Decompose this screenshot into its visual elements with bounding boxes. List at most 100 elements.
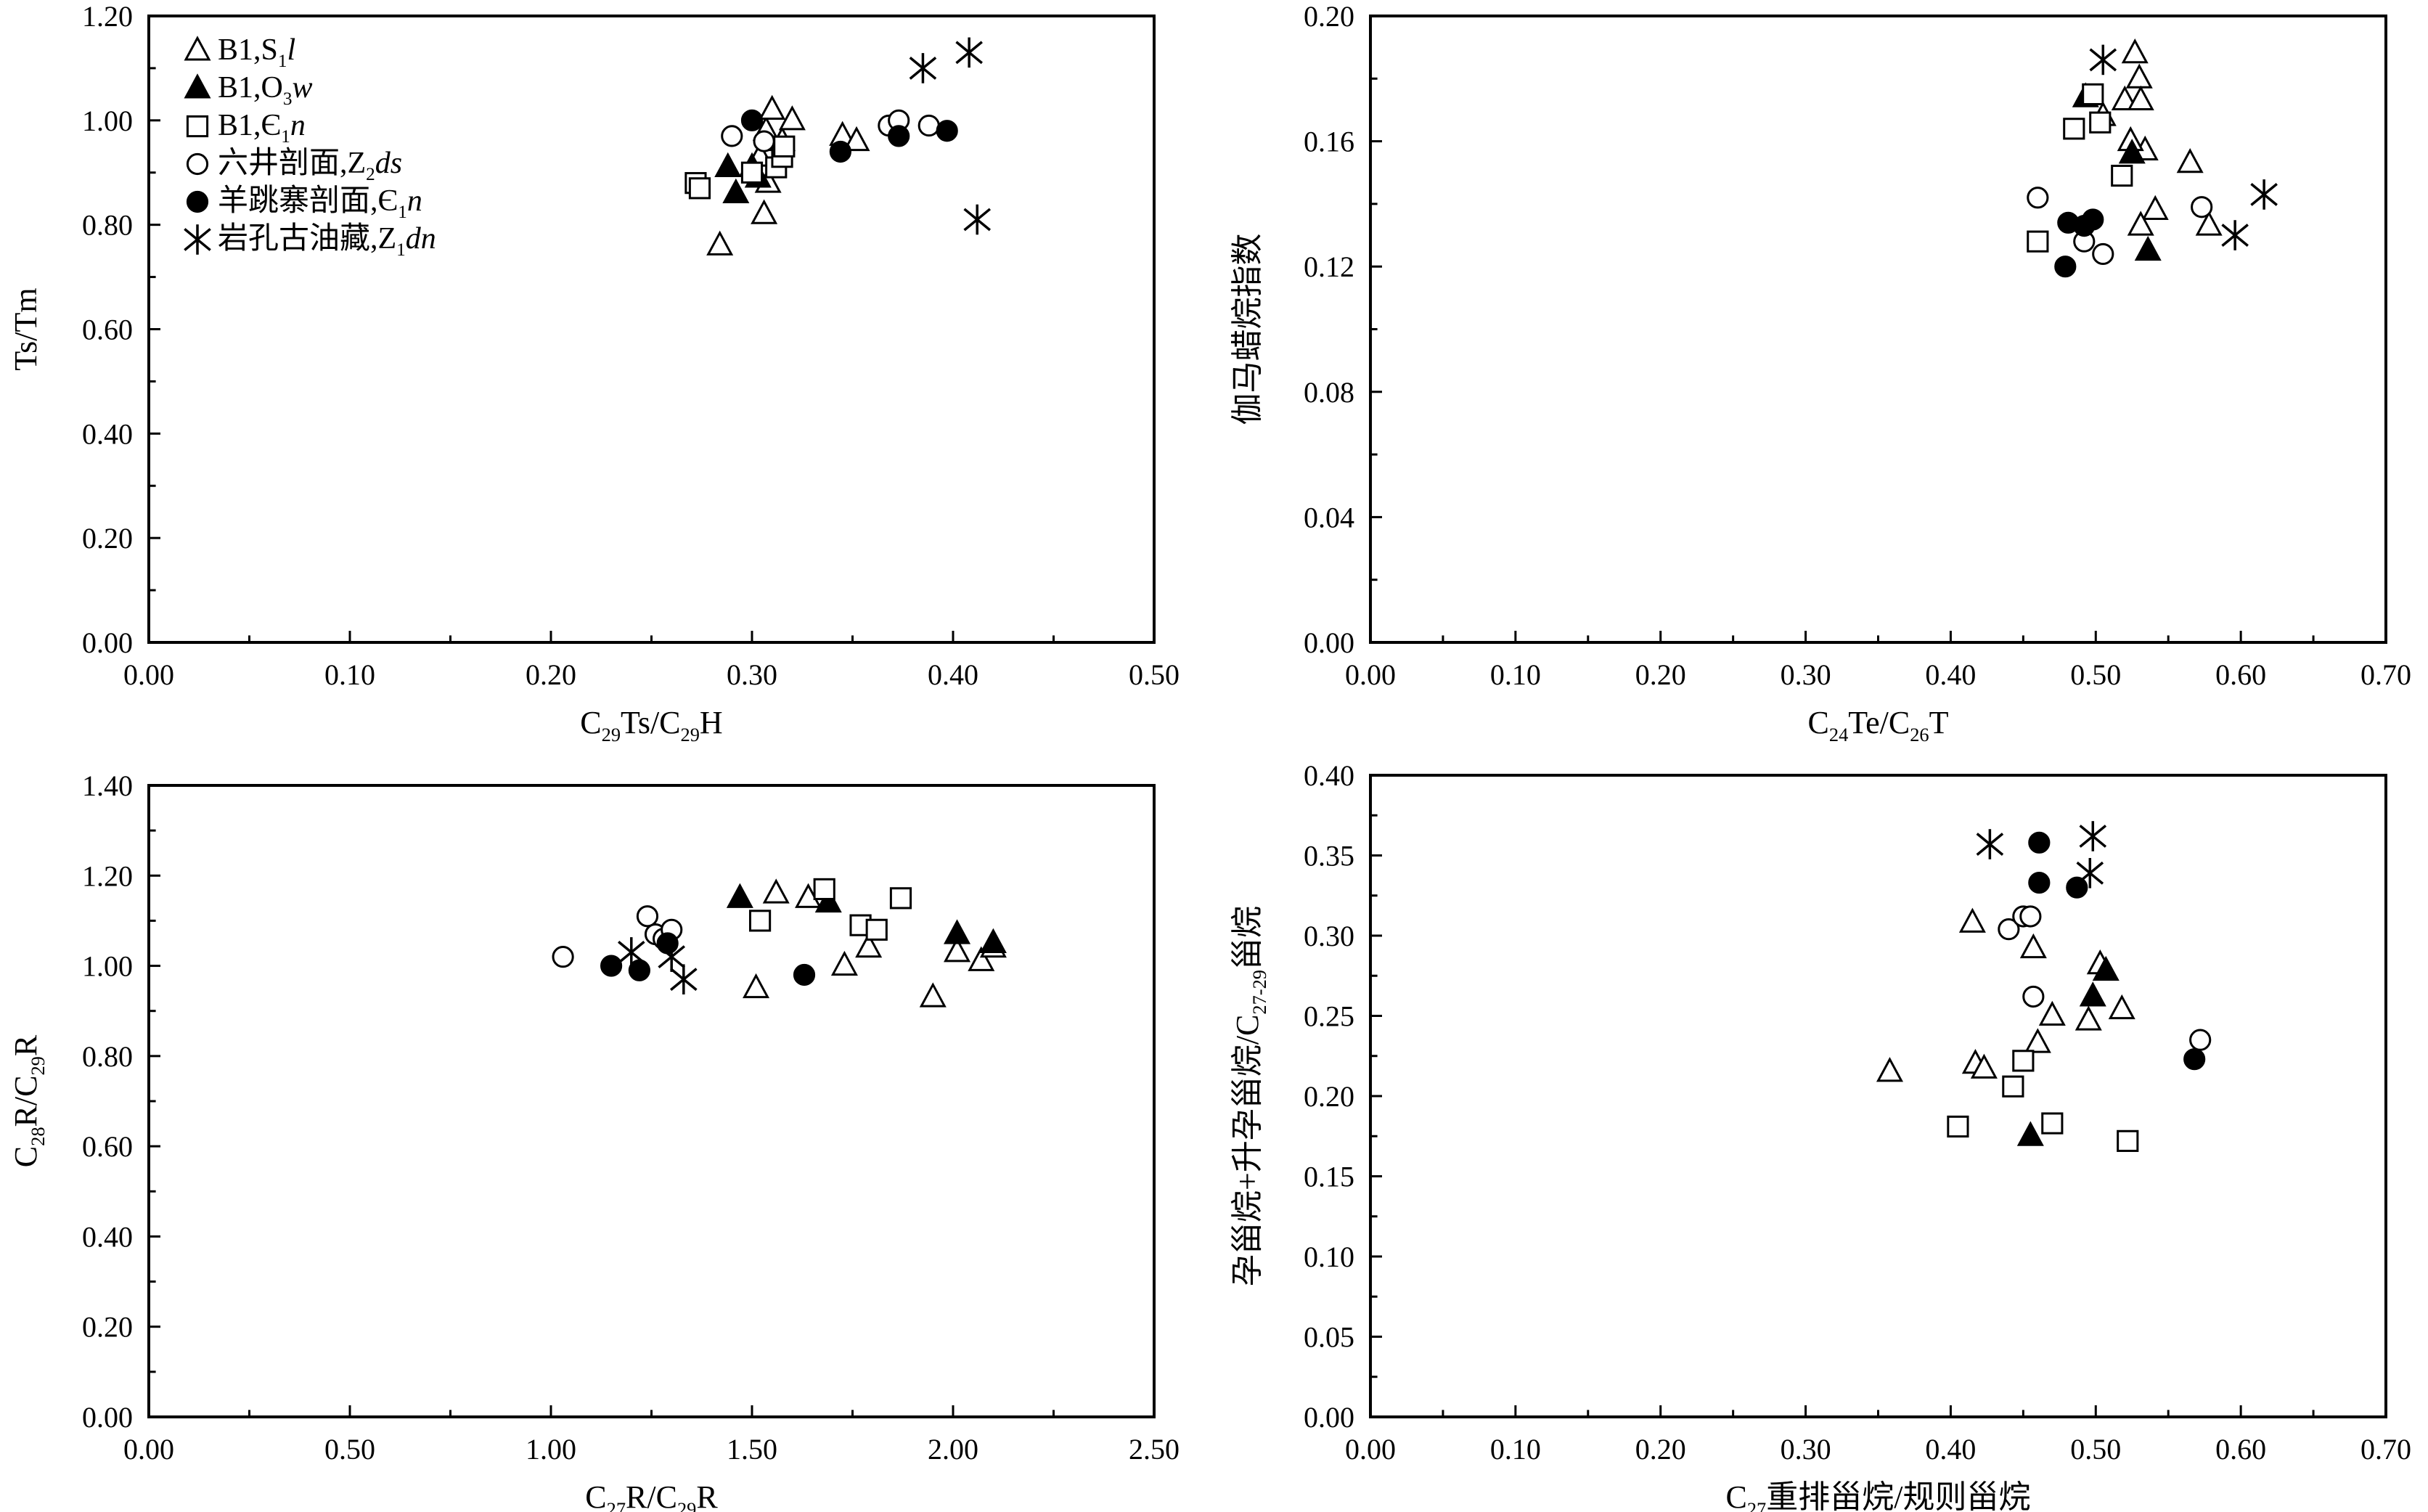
x-tick-label: 0.20 bbox=[1635, 658, 1686, 691]
x-tick-label: 0.50 bbox=[2070, 658, 2121, 691]
data-point-open-circle bbox=[2027, 187, 2049, 209]
data-point-open-triangle bbox=[706, 230, 734, 256]
x-tick-label: 0.00 bbox=[123, 1433, 174, 1466]
y-tick-label: 0.80 bbox=[82, 1040, 133, 1073]
data-point-open-triangle bbox=[2127, 211, 2154, 236]
legend-label: 羊跳寨剖面,Є1n bbox=[218, 184, 422, 222]
data-point-open-circle bbox=[636, 905, 659, 928]
legend-item: 六井剖面,Z2ds bbox=[186, 147, 402, 184]
y-axis-label: 伽马蜡烷指数 bbox=[1230, 234, 1265, 425]
x-tick-label: 0.50 bbox=[1129, 658, 1180, 691]
data-point-open-circle bbox=[2022, 985, 2045, 1008]
y-tick-label: 1.00 bbox=[82, 105, 133, 137]
data-point-open-square bbox=[889, 887, 912, 910]
chart-panel-pregnane: 0.00 0.10 0.20 0.30 0.40 0.50 0.60 0.70 0.00 0.05… bbox=[1230, 759, 2411, 1512]
data-point-asterisk bbox=[2076, 858, 2104, 888]
y-tick-label: 0.20 bbox=[82, 1311, 133, 1344]
plot-frame bbox=[1369, 15, 2387, 644]
data-point-open-triangle bbox=[778, 105, 806, 131]
y-axis-label: C28R/C29R bbox=[8, 1034, 49, 1167]
data-point-open-triangle bbox=[2108, 994, 2135, 1020]
x-tick-label: 0.00 bbox=[1345, 1433, 1396, 1466]
x-tick-label: 2.00 bbox=[928, 1433, 978, 1466]
data-point-open-circle bbox=[917, 114, 940, 137]
plot-frame bbox=[147, 784, 1156, 1418]
data-point-asterisk bbox=[2250, 179, 2278, 210]
data-point-open-triangle bbox=[2075, 1005, 2102, 1031]
plot-frame bbox=[1369, 774, 2387, 1418]
data-point-open-triangle bbox=[743, 973, 770, 999]
x-tick-label: 0.40 bbox=[1925, 1433, 1976, 1466]
data-point-filled-circle bbox=[829, 140, 851, 163]
data-point-filled-circle bbox=[2054, 256, 2077, 278]
legend-marker-asterisk bbox=[184, 224, 211, 255]
y-tick-label: 0.00 bbox=[1304, 626, 1354, 659]
data-point-filled-triangle bbox=[722, 178, 750, 204]
x-tick-label: 0.40 bbox=[928, 658, 978, 691]
data-point-open-square bbox=[2012, 1050, 2035, 1072]
legend-marker-open-triangle bbox=[184, 36, 211, 61]
x-tick-label: 0.60 bbox=[2215, 1433, 2266, 1466]
x-tick-label: 1.50 bbox=[727, 1433, 777, 1466]
legend-label: 六井剖面,Z2ds bbox=[218, 147, 402, 184]
data-point-filled-circle bbox=[740, 109, 764, 131]
data-point-open-circle bbox=[552, 946, 574, 968]
x-tick-label: 0.20 bbox=[526, 658, 576, 691]
data-point-filled-circle bbox=[600, 955, 623, 977]
x-tick-label: 0.00 bbox=[1345, 658, 1396, 691]
chart-panel-gammacerane: 0.00 0.10 0.20 0.30 0.40 0.50 0.60 0.70 0.00 0.04… bbox=[1230, 0, 2411, 745]
data-point-filled-triangle bbox=[2079, 981, 2106, 1007]
y-tick-label: 0.16 bbox=[1304, 126, 1354, 158]
x-tick-label: 0.30 bbox=[1781, 658, 1831, 691]
legend-marker-open-circle bbox=[186, 152, 209, 176]
x-tick-label: 0.50 bbox=[324, 1433, 375, 1466]
data-point-open-circle bbox=[2019, 905, 2042, 928]
data-point-filled-circle bbox=[2082, 208, 2104, 231]
data-point-asterisk bbox=[618, 937, 645, 968]
y-tick-label: 0.30 bbox=[1304, 920, 1354, 952]
data-point-open-square bbox=[2117, 1129, 2139, 1152]
data-point-asterisk bbox=[1976, 829, 2004, 859]
data-point-open-triangle bbox=[2024, 1028, 2051, 1053]
x-tick-label: 0.10 bbox=[1490, 658, 1541, 691]
data-point-filled-circle bbox=[936, 120, 958, 142]
y-tick-label: 0.60 bbox=[82, 1130, 133, 1163]
data-point-open-triangle bbox=[1970, 1053, 1998, 1079]
data-point-open-triangle bbox=[2019, 933, 2047, 959]
legend-item: 羊跳寨剖面,Є1n bbox=[186, 184, 422, 222]
x-tick-label: 0.70 bbox=[2360, 1433, 2411, 1466]
data-point-open-circle bbox=[2092, 242, 2114, 266]
data-point-open-triangle bbox=[762, 878, 790, 904]
legend: B1,S1lB1,O3wB1,Є1n六井剖面,Z2ds羊跳寨剖面,Є1n岩孔古油… bbox=[184, 33, 436, 260]
data-point-open-square bbox=[2082, 83, 2104, 105]
data-point-filled-circle bbox=[2183, 1048, 2206, 1071]
chart-panel-c28r-c29r: 0.00 0.50 1.00 1.50 2.00 2.50 0.00 0.20 0.40 0.60… bbox=[8, 769, 1180, 1512]
y-tick-label: 0.04 bbox=[1304, 501, 1354, 534]
data-point-open-triangle bbox=[944, 937, 971, 963]
chart-panel-ts-tm: 0.00 0.10 0.20 0.30 0.40 0.50 0.00 0.20 0.40 0.60… bbox=[8, 0, 1180, 745]
legend-label: B1,S1l bbox=[218, 33, 295, 71]
y-tick-label: 0.20 bbox=[1304, 0, 1354, 33]
y-tick-label: 0.00 bbox=[82, 1401, 133, 1434]
data-point-open-triangle bbox=[2141, 195, 2169, 221]
data-point-filled-triangle bbox=[714, 152, 742, 178]
x-tick-label: 0.20 bbox=[1635, 1433, 1686, 1466]
x-tick-label: 2.50 bbox=[1129, 1433, 1180, 1466]
legend-label: B1,O3w bbox=[218, 71, 312, 109]
data-point-open-triangle bbox=[919, 982, 947, 1008]
y-axis-label: Ts/Tm bbox=[8, 287, 44, 370]
legend-marker-filled-circle bbox=[186, 190, 209, 213]
x-tick-label: 0.70 bbox=[2360, 658, 2411, 691]
legend-label: B1,Є1n bbox=[218, 109, 306, 147]
data-point-filled-triangle bbox=[2118, 139, 2146, 164]
data-point-open-triangle bbox=[843, 126, 870, 152]
y-tick-label: 1.20 bbox=[82, 859, 133, 892]
y-tick-label: 1.00 bbox=[82, 950, 133, 983]
x-tick-label: 0.40 bbox=[1925, 658, 1976, 691]
legend-marker-filled-triangle bbox=[184, 73, 211, 99]
y-tick-label: 0.20 bbox=[82, 522, 133, 555]
data-point-filled-circle bbox=[888, 125, 910, 147]
data-point-open-square bbox=[2089, 111, 2112, 134]
data-point-open-square bbox=[748, 910, 772, 932]
data-point-open-square bbox=[2041, 1112, 2064, 1135]
